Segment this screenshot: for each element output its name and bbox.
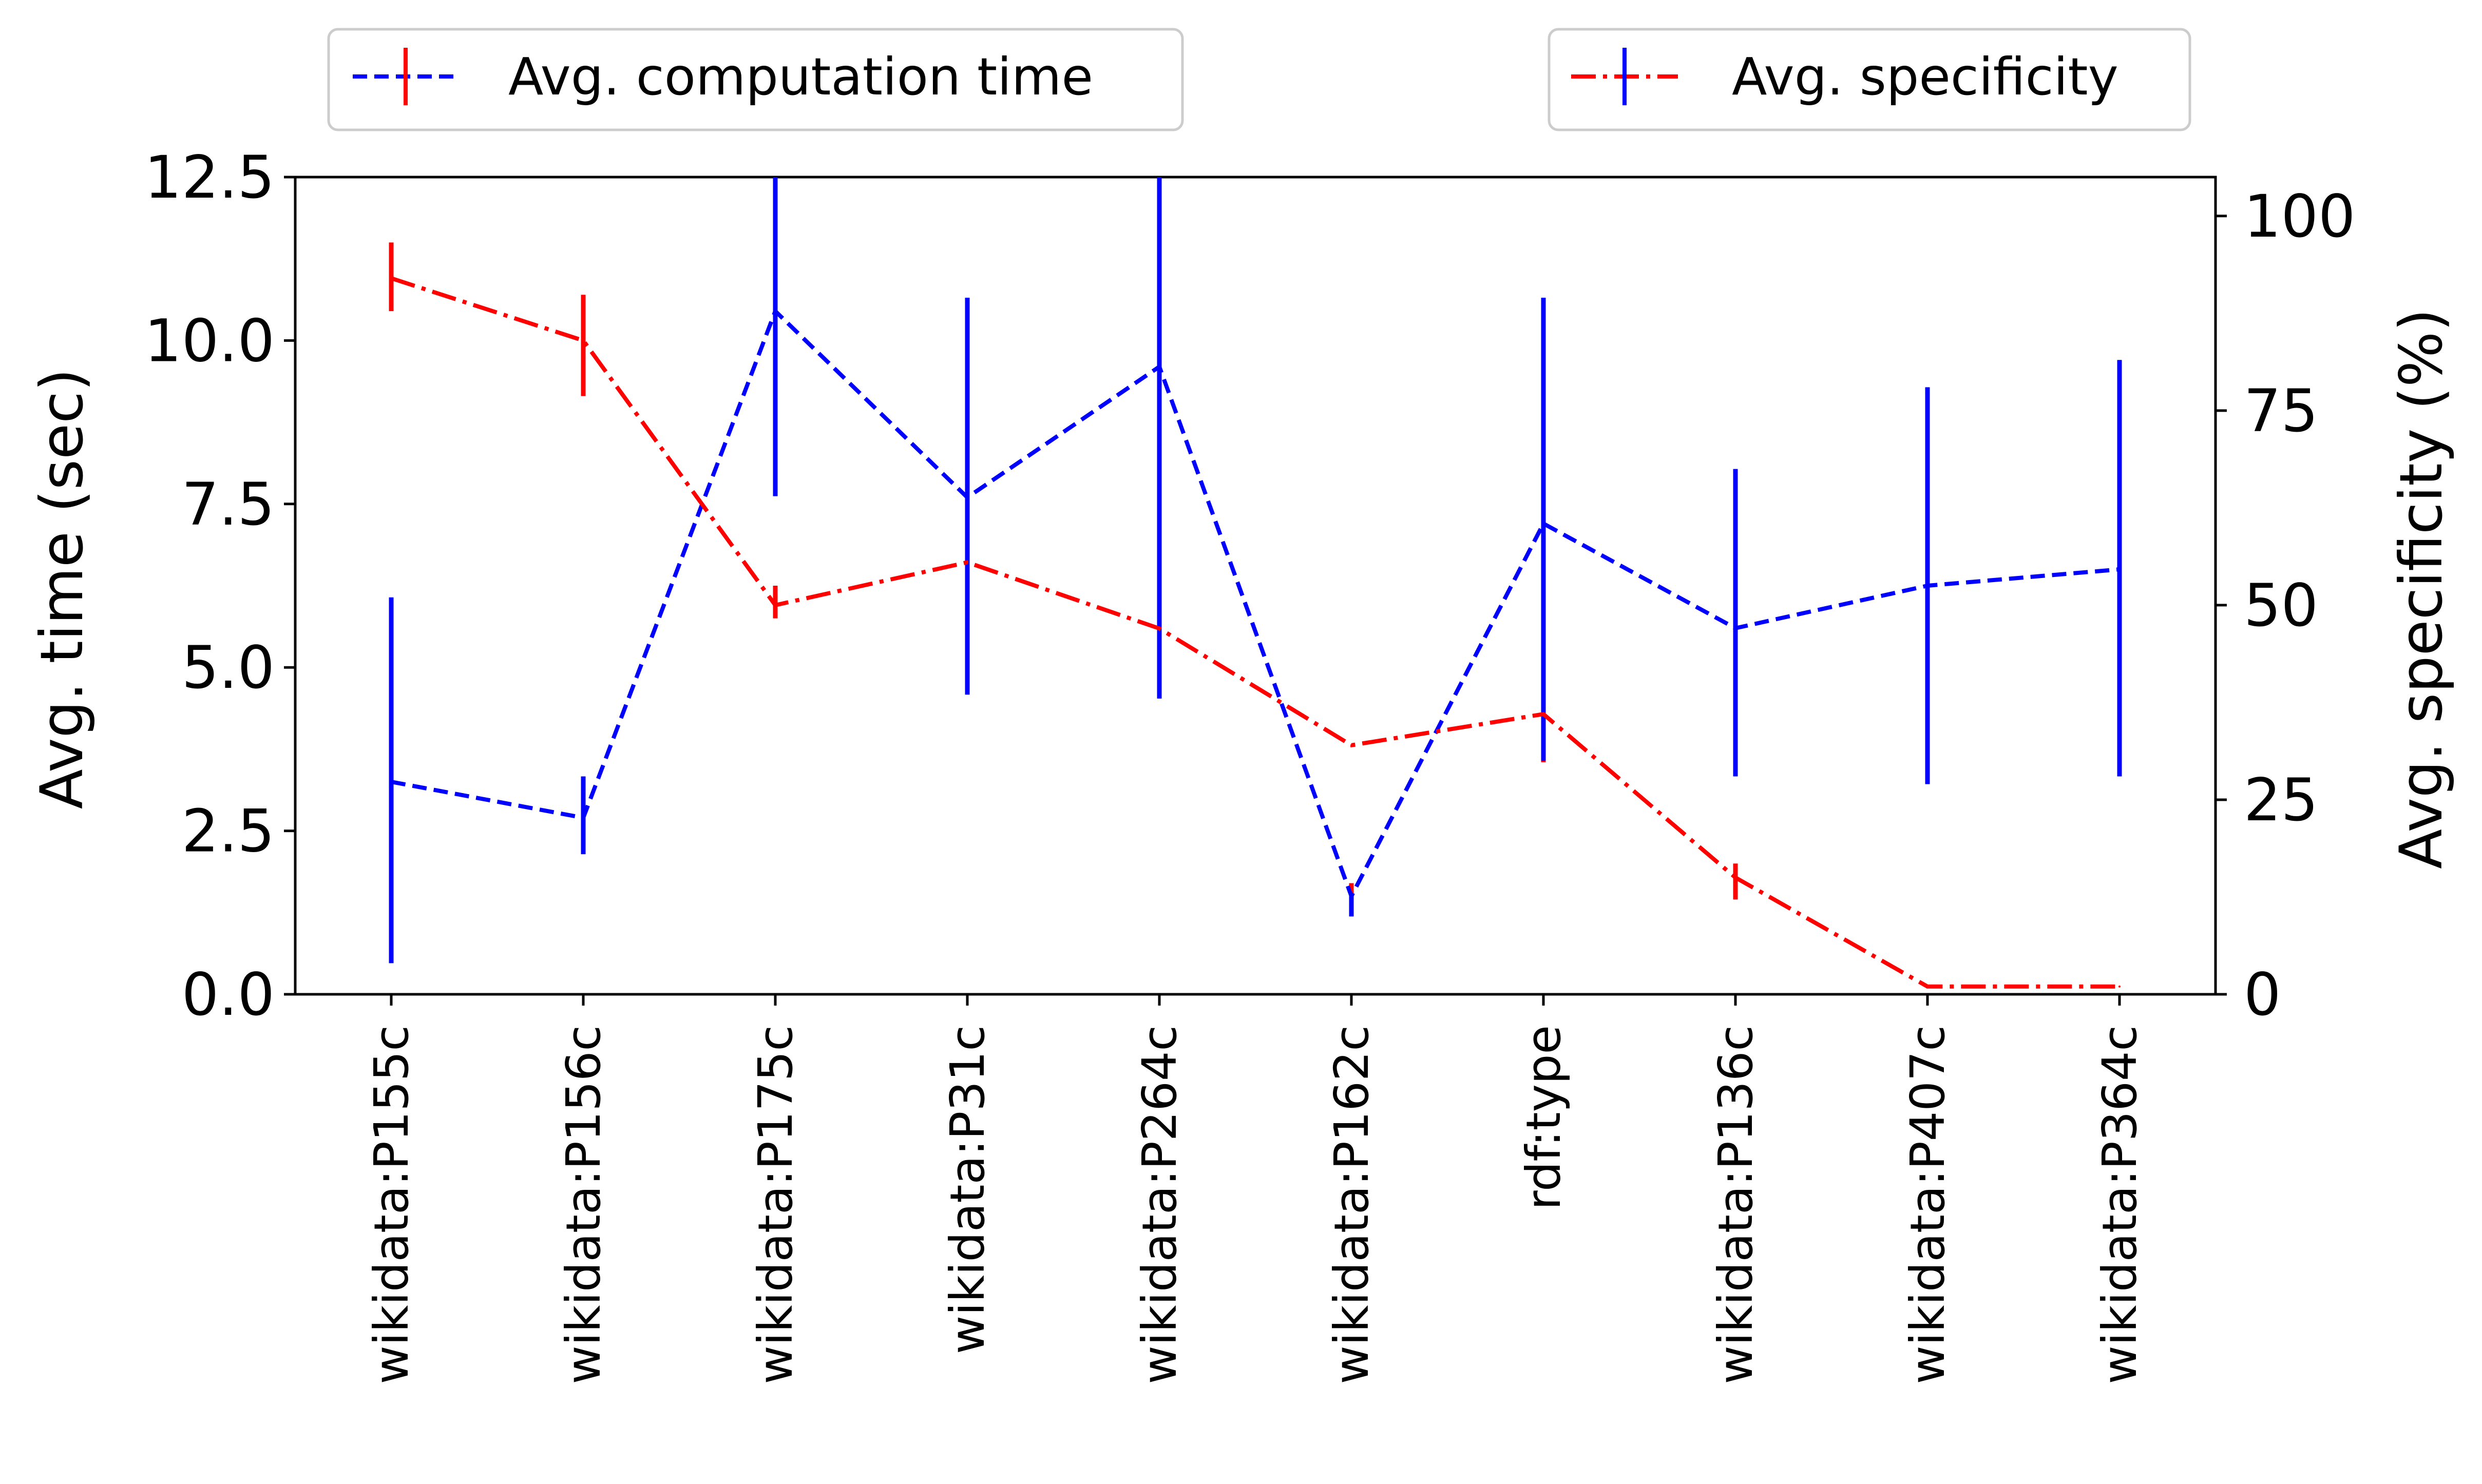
right-axis-title: Avg. specificity (%) [2387,309,2455,869]
left-y-tick-label: 2.5 [182,797,275,865]
x-tick-label: wikidata:P156c [556,1025,611,1384]
data-point [2118,985,2121,988]
data-point [1350,744,1352,746]
right-y-tick-label: 0 [2244,960,2281,1029]
plot-frame [294,176,2217,996]
left-y-tick-label: 0.0 [182,960,275,1029]
legend-label-computation-time: Avg. computation time [508,47,1093,107]
x-tick-label: wikidata:P31c [940,1025,995,1354]
data-point [966,561,968,564]
x-tick-label: wikidata:P407c [1900,1025,1955,1384]
data-point [1158,627,1160,630]
x-tick-label: wikidata:P136c [1708,1025,1763,1384]
data-point [582,339,584,342]
left-y-tick-label: 10.0 [144,306,275,375]
series-line [390,276,2120,989]
series-line [391,307,2120,901]
data-point [774,604,776,606]
legend-computation-time: Avg. computation time [327,28,1184,131]
left-y-tick-label: 5.0 [182,633,275,702]
series-1 [389,177,2122,989]
x-tick-label: wikidata:P264c [1132,1025,1187,1384]
series-layer [389,177,2122,989]
right-y-tick-label: 25 [2244,766,2318,834]
right-y-tick-label: 75 [2244,377,2318,445]
legend-specificity: Avg. specificity [1548,28,2191,131]
x-tick-label: wikidata:P162c [1324,1025,1379,1384]
right-y-axis: 0 25 50 75 100 [2216,182,2356,1029]
x-axis: wikidata:P155c wikidata:P156c wikidata:P17… [364,994,2147,1384]
x-tick-label: wikidata:P364c [2092,1025,2147,1384]
plot-area-border [294,176,2217,996]
series-0 [389,242,2121,903]
data-point [1926,985,1929,988]
x-tick-label: wikidata:P175c [748,1025,803,1384]
left-y-tick-label: 7.5 [182,470,275,538]
left-y-tick-label: 12.5 [144,143,275,211]
right-y-tick-label: 100 [2244,182,2356,250]
data-point [1734,876,1736,879]
data-point [390,277,392,280]
right-y-tick-label: 50 [2244,571,2318,640]
left-y-axis: 0.0 2.5 5.0 7.5 10.0 12.5 [144,143,295,1029]
left-axis-title: Avg. time (sec) [28,369,96,810]
x-tick-label: rdf:type [1516,1025,1571,1210]
data-point [1542,713,1544,716]
legend-label-specificity: Avg. specificity [1732,47,2118,107]
x-tick-label: wikidata:P155c [364,1025,419,1384]
